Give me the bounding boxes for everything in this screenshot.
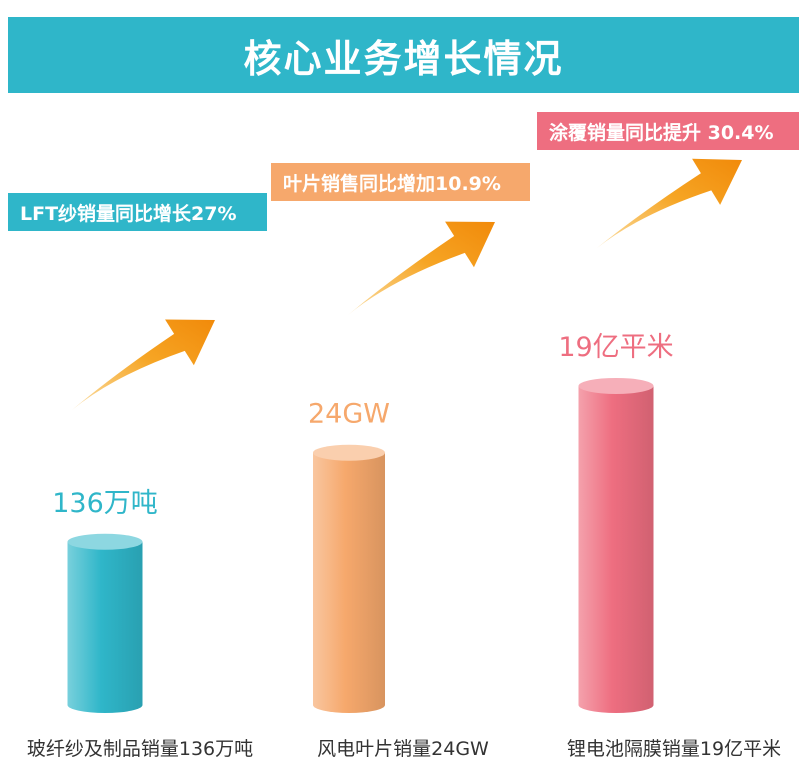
category-label-0: 玻纤纱及制品销量136万吨 [27, 738, 253, 760]
growth-banner-blade: 叶片销售同比增加10.9% [271, 163, 530, 201]
page-title: 核心业务增长情况 [243, 36, 564, 81]
value-label-1: 24GW [308, 399, 390, 430]
bar-top-1 [313, 444, 385, 461]
value-label-0: 136万吨 [52, 488, 158, 519]
title-bar: 核心业务增长情况 [8, 17, 799, 93]
bar-top-2 [578, 377, 654, 394]
bar-0 [67, 541, 143, 713]
bar-top-0 [67, 533, 143, 550]
value-label-2: 19亿平米 [558, 332, 673, 363]
growth-arrow-icon-0 [72, 319, 215, 410]
growth-arrow-icon-2 [597, 158, 742, 248]
growth-arrow-icon-1 [348, 221, 495, 315]
growth-banner-separator: 涂覆销量同比提升 30.4% [537, 112, 799, 150]
bar-1 [313, 452, 385, 713]
growth-banner-lft: LFT纱销量同比增长27% [8, 193, 267, 231]
category-label-1: 风电叶片销量24GW [317, 738, 489, 760]
bar-2 [578, 385, 654, 713]
category-label-2: 锂电池隔膜销量19亿平米 [567, 738, 781, 760]
